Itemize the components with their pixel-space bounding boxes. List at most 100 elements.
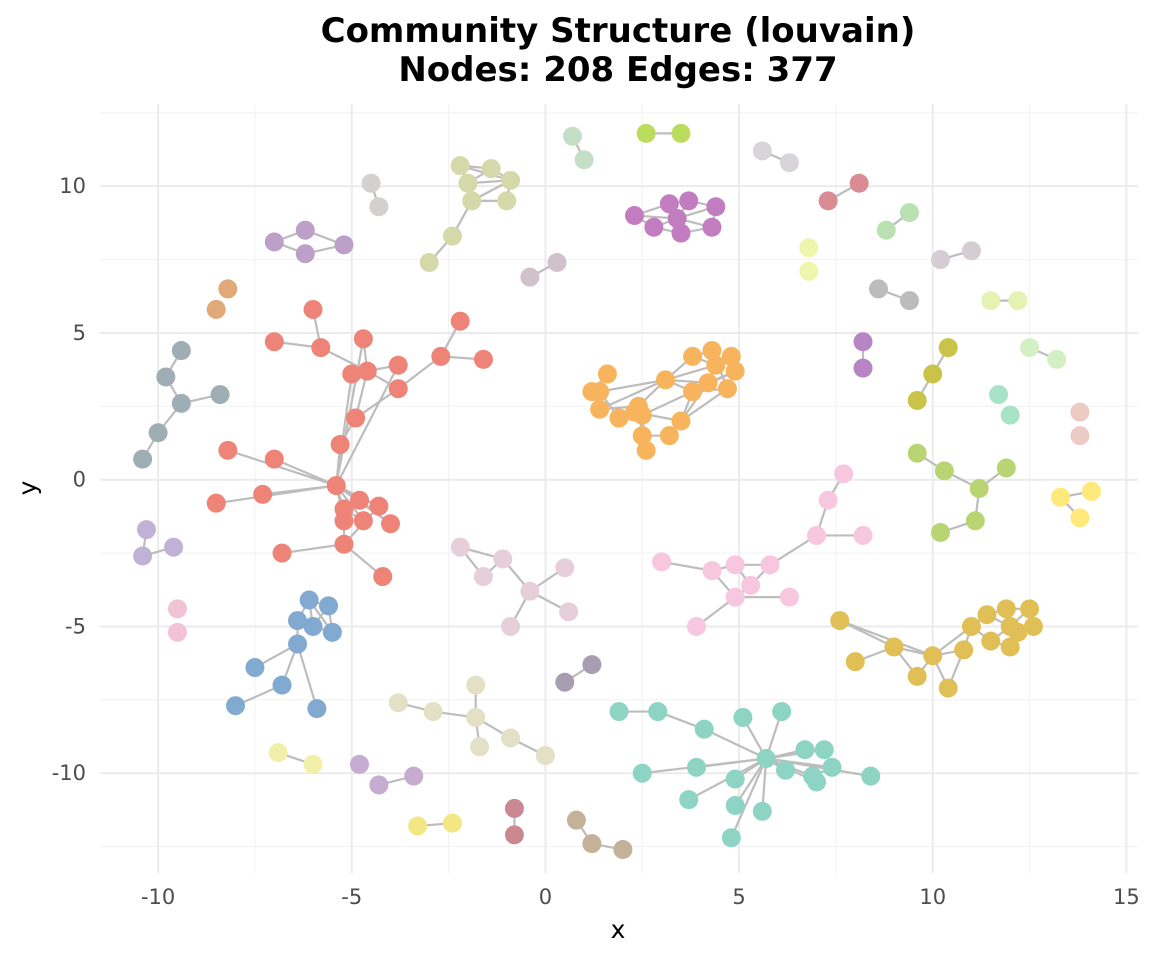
network-node	[597, 364, 617, 384]
network-node	[969, 479, 989, 498]
network-node	[706, 197, 726, 217]
network-node	[648, 702, 668, 722]
network-node	[609, 702, 629, 722]
network-node	[497, 191, 517, 211]
network-node	[303, 299, 323, 319]
network-node	[307, 699, 327, 719]
network-node	[574, 150, 594, 170]
network-node	[299, 590, 319, 610]
network-node	[431, 346, 451, 366]
x-tick-label: 10	[919, 885, 946, 909]
network-node	[683, 382, 703, 402]
network-node	[752, 801, 772, 821]
network-node	[311, 338, 331, 358]
network-node	[369, 775, 389, 795]
network-node	[566, 810, 586, 830]
network-edge	[730, 758, 768, 839]
network-node	[148, 423, 168, 443]
network-node	[725, 769, 745, 789]
network-node	[869, 279, 888, 299]
network-node	[369, 496, 389, 516]
network-node	[353, 511, 373, 531]
network-node	[206, 299, 226, 319]
network-node	[671, 411, 691, 431]
x-tick-labels: -10 -5 0 5 10 15	[141, 885, 1140, 909]
network-node	[473, 567, 493, 587]
network-edge	[839, 619, 934, 657]
network-node	[861, 766, 881, 786]
network-edge	[696, 757, 767, 769]
network-node	[388, 693, 408, 713]
network-node	[380, 514, 400, 534]
network-node	[659, 426, 679, 446]
network-node	[288, 611, 308, 631]
network-node	[466, 707, 486, 727]
network-node	[388, 355, 408, 375]
network-node	[721, 828, 741, 848]
network-node	[741, 575, 761, 595]
network-node	[845, 652, 865, 672]
network-node	[133, 546, 153, 566]
network-node	[636, 440, 656, 460]
network-node	[706, 355, 726, 375]
network-node	[171, 341, 191, 361]
chart-title-line-2: Nodes: 208 Edges: 377	[398, 50, 837, 90]
x-tick-label: 15	[1113, 885, 1140, 909]
network-node	[671, 123, 691, 143]
network-node	[876, 220, 896, 240]
network-node	[834, 464, 854, 484]
network-node	[520, 267, 540, 287]
network-node	[938, 338, 958, 358]
network-node	[659, 194, 679, 214]
network-node	[547, 252, 567, 272]
network-node	[1000, 405, 1020, 425]
x-tick-label: -10	[141, 885, 175, 909]
network-node	[981, 291, 1001, 311]
network-edge	[273, 458, 337, 487]
network-node	[830, 611, 850, 631]
network-node	[171, 393, 191, 413]
x-tick-label: -5	[341, 885, 362, 909]
network-node	[733, 707, 753, 727]
network-node	[961, 241, 981, 261]
network-node	[938, 678, 958, 698]
network-node	[388, 379, 408, 399]
network-node	[807, 525, 827, 545]
network-node	[295, 244, 315, 264]
network-node	[632, 426, 652, 446]
network-node	[450, 311, 470, 331]
network-node	[779, 153, 799, 173]
network-node	[164, 537, 184, 557]
y-tick-labels: -10 -5 0 5 10	[52, 174, 86, 785]
network-node	[799, 261, 819, 281]
network-node	[590, 399, 610, 419]
network-node	[501, 170, 521, 190]
network-node	[133, 449, 153, 469]
network-node	[450, 537, 470, 557]
network-node	[725, 555, 745, 575]
network-node	[776, 760, 796, 780]
network-edge	[703, 728, 767, 760]
network-node	[996, 599, 1016, 619]
network-node	[408, 816, 428, 836]
network-node	[442, 813, 462, 833]
network-edge	[281, 543, 345, 555]
network-node	[930, 250, 950, 270]
x-axis-title: x	[611, 915, 626, 944]
network-node	[590, 382, 610, 402]
x-tick-label: 0	[539, 885, 552, 909]
network-node	[218, 440, 238, 460]
network-node	[218, 279, 238, 299]
network-node	[624, 402, 644, 422]
network-edge	[227, 449, 337, 487]
network-node	[419, 252, 439, 272]
network-node	[702, 561, 722, 581]
network-node	[725, 795, 745, 815]
edges-layer	[141, 132, 1092, 851]
network-node	[423, 702, 443, 722]
network-node	[1023, 616, 1043, 636]
network-node	[795, 740, 815, 760]
network-node	[1000, 637, 1020, 657]
network-node	[206, 493, 226, 513]
